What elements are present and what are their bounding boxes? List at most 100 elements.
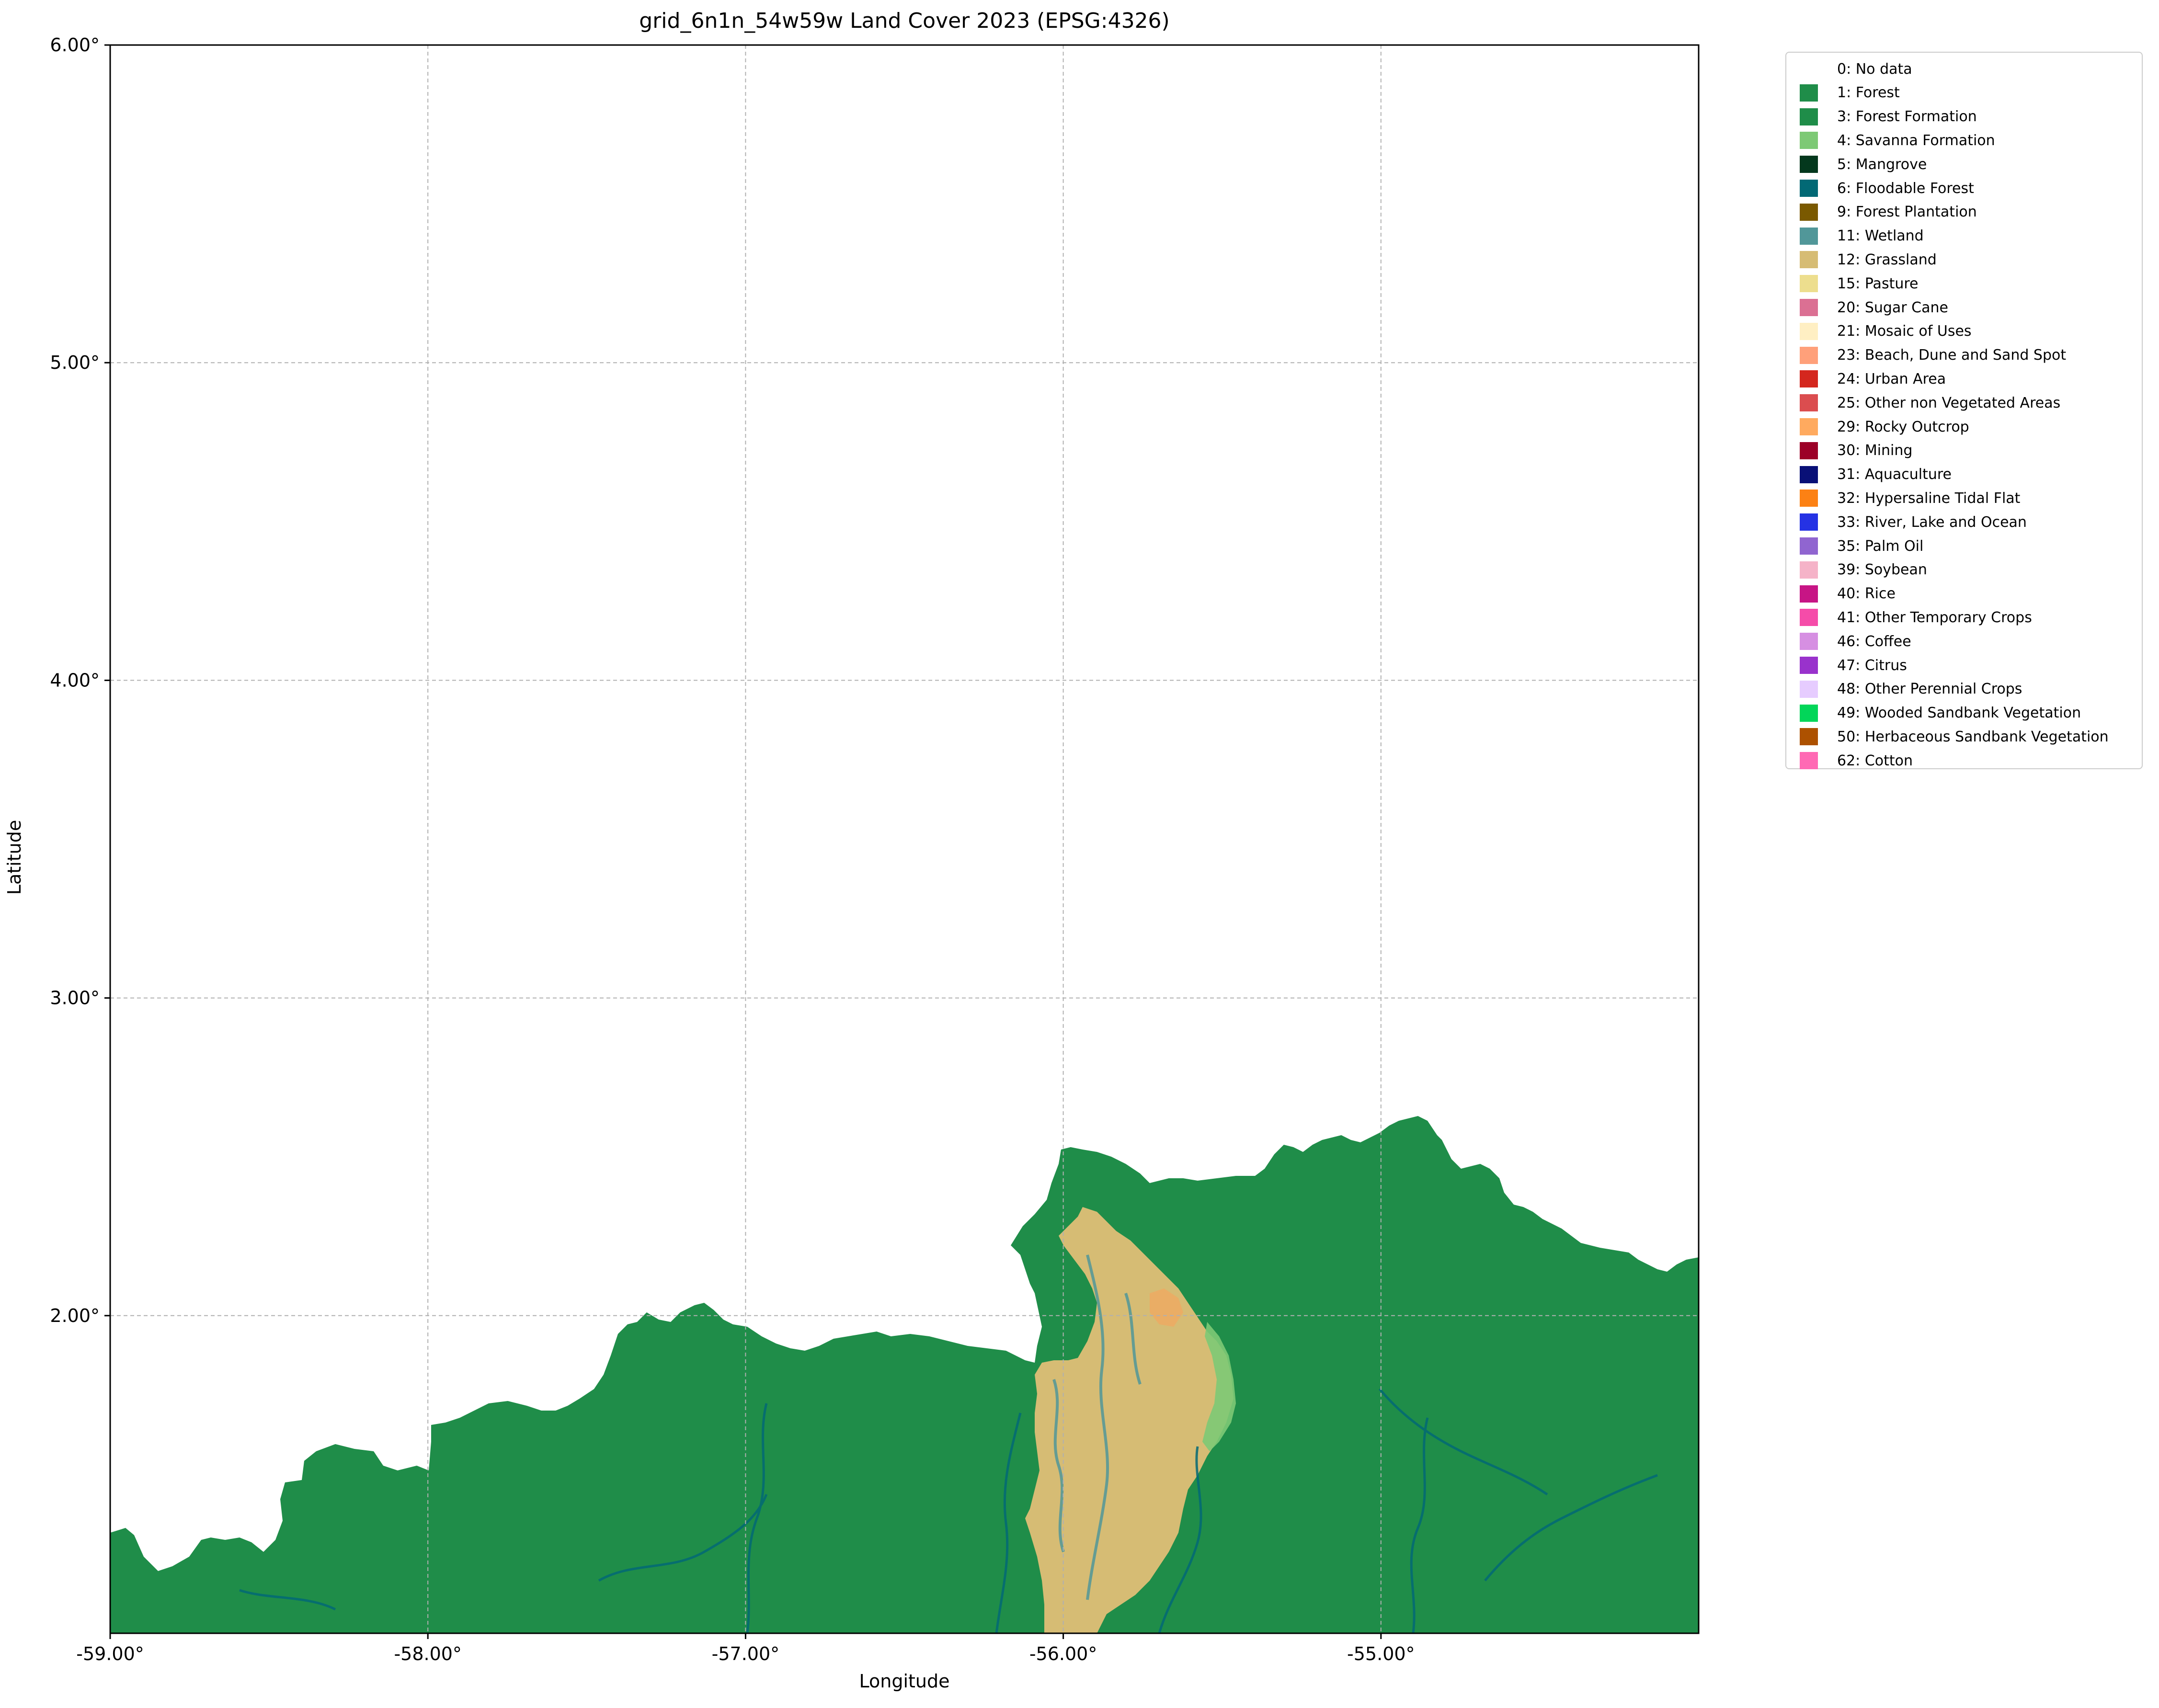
legend-swatch [1800, 156, 1818, 173]
legend-label: 30: Mining [1837, 442, 1913, 459]
legend-swatch [1800, 585, 1818, 603]
legend-swatch [1800, 680, 1818, 698]
legend-label: 40: Rice [1837, 585, 1896, 603]
legend-label: 48: Other Perennial Crops [1837, 681, 2022, 698]
legend-label: 5: Mangrove [1837, 156, 1927, 173]
legend-item: 9: Forest Plantation [1800, 203, 1977, 222]
legend-swatch [1800, 370, 1818, 388]
legend-label: 4: Savanna Formation [1837, 132, 1995, 149]
legend-item: 31: Aquaculture [1800, 465, 1952, 484]
legend-swatch [1800, 180, 1818, 197]
legend-item: 24: Urban Area [1800, 369, 1946, 388]
legend-item: 49: Wooded Sandbank Vegetation [1800, 704, 2081, 723]
legend-swatch [1800, 490, 1818, 507]
x-tick-label: -56.00° [1029, 1643, 1097, 1664]
legend-item: 30: Mining [1800, 441, 1912, 460]
legend-label: 9: Forest Plantation [1837, 204, 1977, 221]
legend-swatch [1800, 251, 1818, 269]
y-tick-label: 2.00° [50, 1305, 100, 1326]
legend-item: 20: Sugar Cane [1800, 298, 1948, 317]
legend-swatch [1800, 84, 1818, 102]
legend-label: 50: Herbaceous Sandbank Vegetation [1837, 728, 2109, 745]
x-tick-label: -57.00° [712, 1643, 780, 1664]
x-tick-label: -58.00° [394, 1643, 462, 1664]
plot-frame [109, 44, 1700, 1634]
legend-label: 39: Soybean [1837, 561, 1927, 579]
legend-swatch [1800, 346, 1818, 364]
legend-label: 15: Pasture [1837, 275, 1919, 292]
legend-item: 40: Rice [1800, 584, 1896, 603]
legend-swatch [1800, 227, 1818, 245]
legend-label: 20: Sugar Cane [1837, 299, 1948, 316]
map-title: grid_6n1n_54w59w Land Cover 2023 (EPSG:4… [639, 9, 1170, 33]
legend-item: 32: Hypersaline Tidal Flat [1800, 489, 2020, 508]
legend-item: 35: Palm Oil [1800, 536, 1923, 556]
legend-item: 48: Other Perennial Crops [1800, 680, 2022, 699]
legend-label: 24: Urban Area [1837, 370, 1946, 387]
y-axis-ticks: 6.00° 5.00° 4.00° 3.00° 2.00° [50, 34, 110, 1326]
y-tick-label: 3.00° [50, 988, 100, 1009]
land-cover-raster [110, 1116, 1699, 1633]
legend-item: 23: Beach, Dune and Sand Spot [1800, 346, 2066, 365]
legend-label: 11: Wetland [1837, 228, 1924, 245]
legend-item: 1: Forest [1800, 83, 1900, 102]
legend-swatch [1800, 275, 1818, 293]
legend-label: 29: Rocky Outcrop [1837, 418, 1969, 435]
legend-item: 39: Soybean [1800, 560, 1927, 580]
x-tick-label: -59.00° [76, 1643, 144, 1664]
x-axis-ticks: -59.00° -58.00° -57.00° -56.00° -55.00° [76, 1633, 1415, 1664]
y-axis-label: Latitude [4, 820, 25, 895]
y-tick-label: 5.00° [50, 352, 100, 373]
legend-label: 46: Coffee [1837, 633, 1911, 650]
legend-item: 15: Pasture [1800, 274, 1918, 293]
legend-swatch [1800, 752, 1818, 770]
legend-swatch [1800, 203, 1818, 221]
legend-item: 50: Herbaceous Sandbank Vegetation [1800, 727, 2109, 746]
legend-item: 29: Rocky Outcrop [1800, 417, 1969, 436]
savanna-patch [1202, 1322, 1236, 1451]
legend-item: 46: Coffee [1800, 632, 1911, 651]
legend-label: 35: Palm Oil [1837, 537, 1924, 555]
legend-item: 3: Forest Formation [1800, 107, 1977, 126]
legend-item: 5: Mangrove [1800, 155, 1927, 174]
legend-swatch [1800, 442, 1818, 459]
legend-item: 25: Other non Vegetated Areas [1800, 393, 2060, 412]
x-axis-label: Longitude [859, 1671, 950, 1692]
y-tick-label: 4.00° [50, 670, 100, 691]
legend-swatch [1800, 561, 1818, 579]
legend-label: 62: Cotton [1837, 752, 1913, 769]
legend-item: 0: No data [1800, 59, 1912, 79]
legend-label: 31: Aquaculture [1837, 466, 1952, 483]
legend-swatch [1800, 132, 1818, 149]
legend-label: 23: Beach, Dune and Sand Spot [1837, 347, 2067, 364]
legend-item: 41: Other Temporary Crops [1800, 608, 2032, 627]
legend-item: 11: Wetland [1800, 227, 1924, 246]
legend: 0: No data 1: Forest 3: Forest Formation 4:… [1785, 52, 2143, 770]
legend-item: 33: River, Lake and Ocean [1800, 512, 2027, 532]
legend-label: 3: Forest Formation [1837, 108, 1977, 125]
river-network [239, 1388, 1658, 1633]
legend-item: 12: Grassland [1800, 250, 1937, 269]
legend-swatch [1800, 466, 1818, 483]
legend-swatch [1800, 394, 1818, 412]
legend-swatch [1800, 322, 1818, 340]
legend-label: 6: Floodable Forest [1837, 180, 1974, 197]
legend-swatch [1800, 609, 1818, 626]
legend-label: 41: Other Temporary Crops [1837, 609, 2032, 626]
legend-label: 32: Hypersaline Tidal Flat [1837, 490, 2021, 507]
legend-item: 21: Mosaic of Uses [1800, 322, 1972, 341]
legend-label: 49: Wooded Sandbank Vegetation [1837, 705, 2081, 722]
legend-swatch [1800, 728, 1818, 746]
y-tick-label: 6.00° [50, 34, 100, 56]
legend-swatch [1800, 657, 1818, 674]
legend-label: 25: Other non Vegetated Areas [1837, 394, 2061, 411]
forest-region [110, 1116, 1699, 1633]
legend-swatch [1800, 60, 1818, 78]
legend-label: 0: No data [1837, 60, 1912, 78]
legend-label: 1: Forest [1837, 84, 1900, 102]
legend-label: 21: Mosaic of Uses [1837, 323, 1972, 340]
rocky-outcrop-patch [1150, 1288, 1183, 1327]
legend-swatch [1800, 418, 1818, 435]
